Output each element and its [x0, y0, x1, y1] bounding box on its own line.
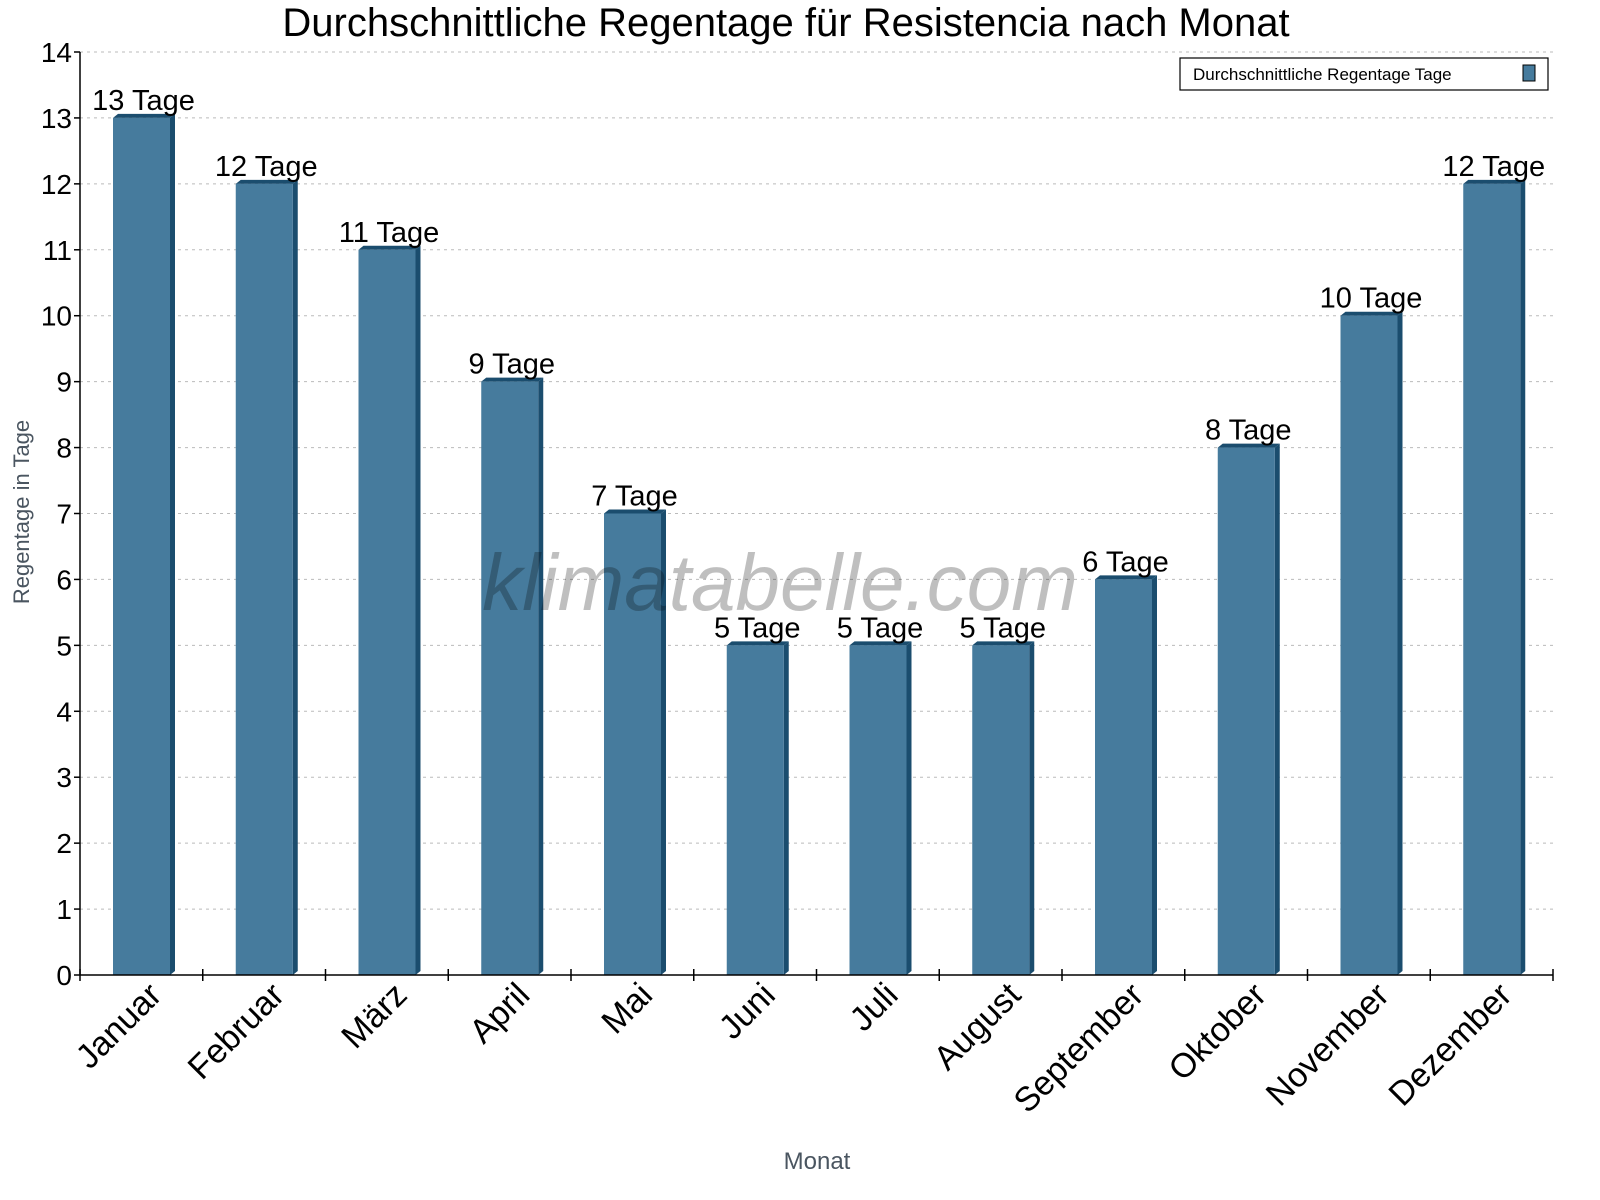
y-tick-label: 7 — [56, 499, 72, 530]
y-tick-label: 6 — [56, 564, 72, 595]
x-tick-label: April — [462, 976, 537, 1051]
bar-side — [1397, 311, 1403, 975]
x-tick-label: Dezember — [1382, 976, 1520, 1114]
bar — [113, 117, 170, 975]
x-tick-label: August — [927, 975, 1029, 1077]
x-tick-label: März — [334, 976, 414, 1056]
y-tick-label: 10 — [41, 301, 72, 332]
x-tick-label: Mai — [594, 976, 660, 1042]
data-label: 5 Tage — [714, 612, 801, 644]
x-tick-label: Oktober — [1161, 976, 1273, 1088]
bar — [358, 249, 416, 976]
y-tick-label: 12 — [41, 169, 72, 200]
x-tick-label: November — [1259, 976, 1397, 1114]
y-tick-label: 11 — [43, 235, 72, 266]
bar — [726, 645, 784, 975]
data-label: 8 Tage — [1205, 415, 1292, 447]
bar-top — [972, 641, 1035, 646]
y-tick-label: 1 — [56, 894, 72, 925]
x-tick-label: Juni — [712, 976, 783, 1047]
chart-title: Durchschnittliche Regentage für Resisten… — [282, 1, 1289, 45]
bar — [1463, 183, 1521, 975]
bar — [1095, 579, 1152, 975]
data-label: 5 Tage — [837, 612, 924, 644]
legend-label: Durchschnittliche Regentage Tage — [1193, 65, 1452, 84]
bar-side — [538, 377, 544, 976]
y-tick-label: 0 — [56, 960, 72, 991]
bar-top — [235, 179, 298, 184]
y-tick-label: 13 — [41, 103, 72, 134]
bar-top — [113, 113, 175, 118]
x-axis-label: Monat — [784, 1148, 851, 1175]
bar-side — [170, 113, 175, 975]
data-label: 9 Tage — [468, 349, 555, 381]
bar-side — [1029, 641, 1035, 975]
legend-box — [1179, 57, 1549, 91]
y-tick-label: 4 — [56, 696, 72, 727]
bar — [481, 381, 539, 976]
bar — [1217, 447, 1275, 976]
y-tick-label: 3 — [56, 762, 72, 793]
bar-top — [1463, 179, 1526, 184]
legend-swatch — [1522, 64, 1536, 82]
bar-top — [481, 377, 544, 382]
y-tick-label: 9 — [56, 367, 72, 398]
bar-top — [1095, 575, 1157, 580]
bar-top — [358, 245, 421, 250]
x-tick-label: Juli — [843, 976, 906, 1039]
bar-side — [906, 641, 912, 975]
data-label: 11 Tage — [339, 217, 440, 249]
data-label: 12 Tage — [1442, 151, 1545, 183]
grid-lines — [80, 51, 1553, 910]
data-label: 13 Tage — [92, 85, 195, 117]
data-labels: 13 Tage 12 Tage 11 Tage 9 Tage 7 Tage 5 Tage 5… — [92, 85, 1545, 644]
bar-side — [1152, 575, 1157, 975]
bar-side — [661, 509, 666, 975]
bar-top — [604, 509, 666, 514]
bar-top — [849, 641, 912, 646]
bar-side — [783, 641, 789, 975]
bar-top — [1217, 443, 1280, 448]
data-label: 5 Tage — [959, 612, 1046, 644]
bar-side — [292, 179, 298, 975]
bar — [849, 645, 907, 975]
bar-side — [1274, 443, 1280, 976]
bar — [1340, 315, 1398, 975]
bar — [604, 513, 661, 975]
y-tick-label: 2 — [56, 828, 72, 859]
bars — [113, 113, 1526, 976]
y-tick-label: 8 — [56, 433, 72, 464]
data-label: 10 Tage — [1320, 283, 1423, 315]
data-label: 6 Tage — [1082, 546, 1169, 578]
bar-top — [726, 641, 789, 646]
bar — [972, 645, 1030, 975]
data-label: 7 Tage — [591, 481, 678, 513]
y-tick-label: 5 — [56, 630, 72, 661]
x-tick-label: September — [1007, 976, 1151, 1120]
legend: Durchschnittliche Regentage Tage — [1179, 57, 1549, 91]
y-axis-label: Regentage in Tage — [9, 420, 34, 604]
x-tick-label: Februar — [181, 976, 292, 1087]
watermark: klimatabelle.com — [482, 538, 1078, 627]
bar-side — [415, 245, 421, 976]
bar-top — [1340, 311, 1403, 316]
bar-side — [1520, 179, 1526, 975]
x-tick-label: Januar — [69, 976, 169, 1076]
y-tick-label: 14 — [41, 37, 72, 68]
bar — [235, 183, 293, 975]
data-label: 12 Tage — [215, 151, 318, 183]
